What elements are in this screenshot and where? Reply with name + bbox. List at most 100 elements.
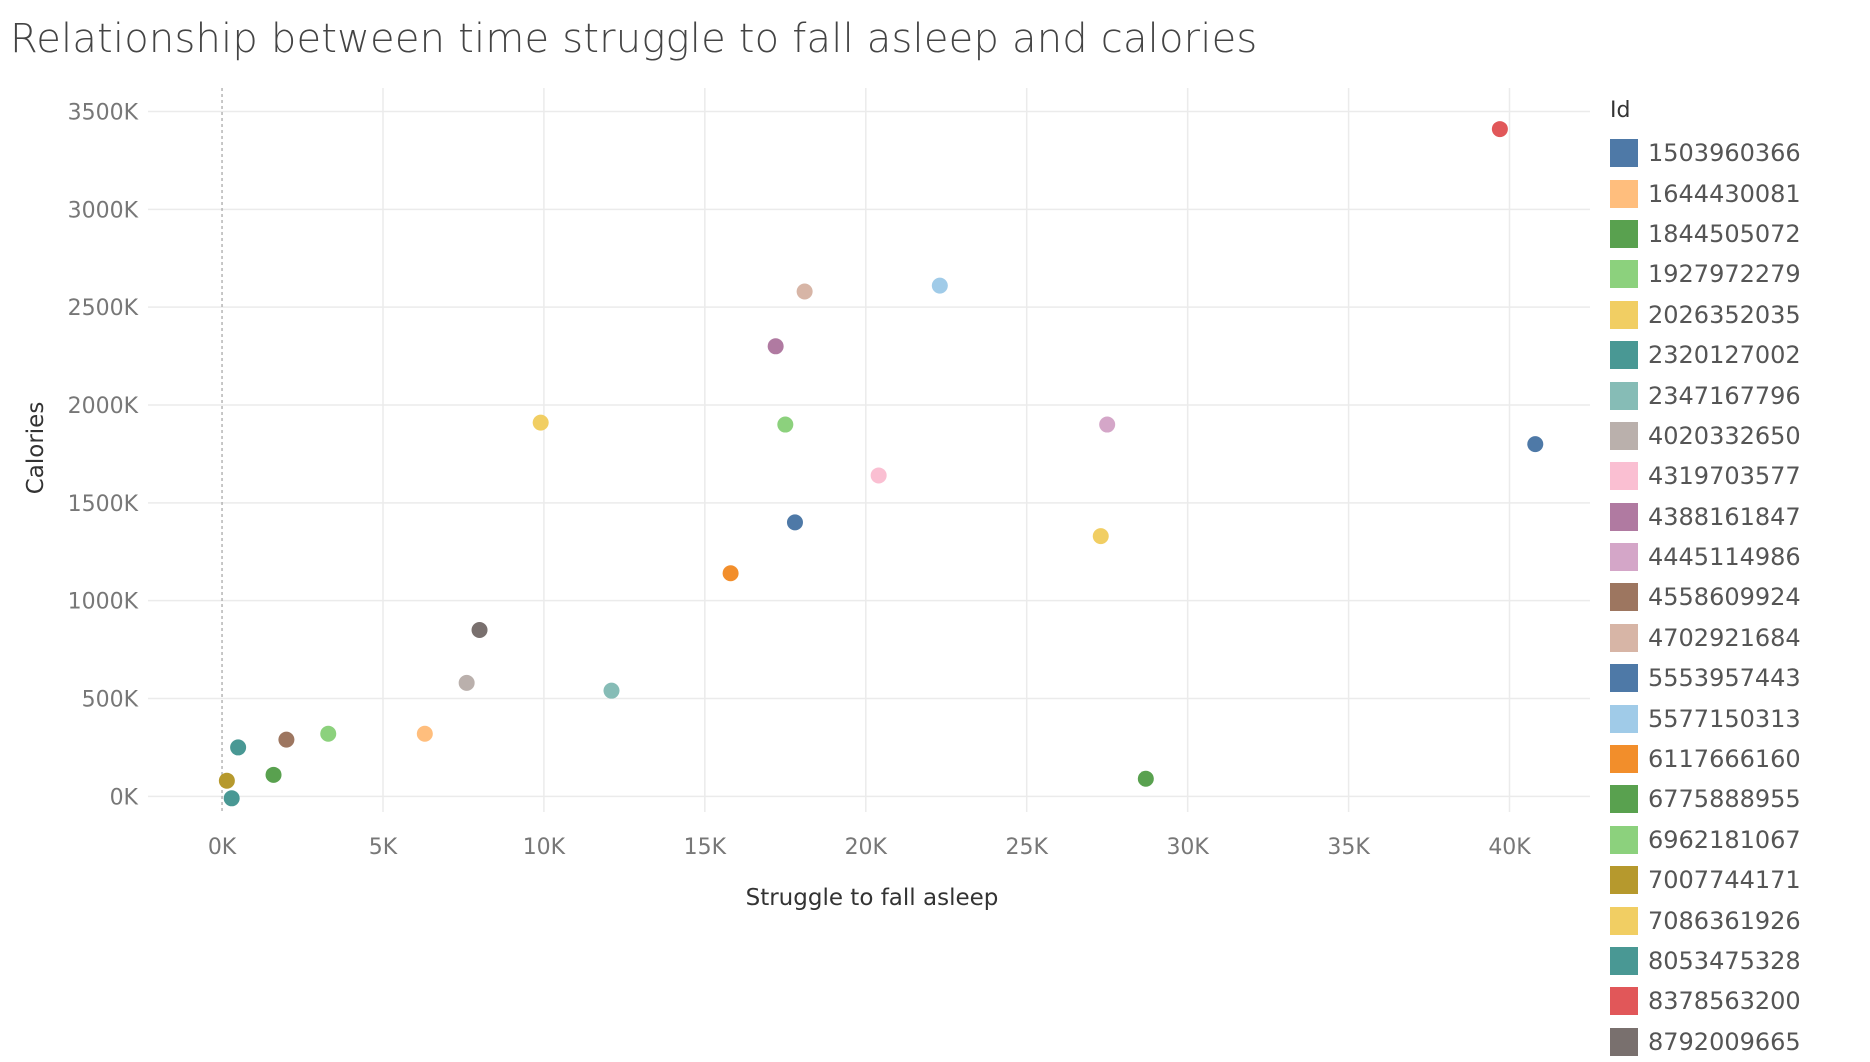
data-point-7086361926 bbox=[1092, 528, 1109, 545]
legend-swatch bbox=[1610, 664, 1638, 693]
legend-label: 1844505072 bbox=[1648, 219, 1801, 248]
x-tick-label: 30K bbox=[1166, 835, 1209, 860]
y-tick-label: 2500K bbox=[68, 296, 139, 321]
legend-item-6962181067: 6962181067 bbox=[1610, 820, 1860, 860]
legend-label: 1644430081 bbox=[1648, 179, 1801, 208]
data-point-1503960366 bbox=[786, 514, 803, 531]
x-tick-label: 0K bbox=[208, 835, 237, 860]
legend-swatch bbox=[1610, 825, 1638, 854]
legend-swatch bbox=[1610, 179, 1638, 208]
legend-item-4445114986: 4445114986 bbox=[1610, 537, 1860, 577]
grid-lines bbox=[148, 88, 1590, 812]
legend-item-7086361926: 7086361926 bbox=[1610, 900, 1860, 940]
legend-swatch bbox=[1610, 421, 1638, 450]
legend-item-5577150313: 5577150313 bbox=[1610, 698, 1860, 738]
legend-label: 4558609924 bbox=[1648, 583, 1801, 612]
legend-swatch bbox=[1610, 987, 1638, 1016]
data-point-8053475328 bbox=[223, 790, 240, 807]
y-tick-label: 500K bbox=[82, 688, 139, 713]
x-axis-label: Struggle to fall asleep bbox=[746, 885, 999, 911]
x-tick-label: 15K bbox=[684, 835, 727, 860]
legend-item-5553957443: 5553957443 bbox=[1610, 658, 1860, 698]
legend-label: 2320127002 bbox=[1648, 341, 1801, 370]
legend-label: 8792009665 bbox=[1648, 1027, 1801, 1056]
y-tick-label: 3500K bbox=[68, 100, 139, 125]
y-tick-label: 1000K bbox=[68, 590, 139, 615]
legend-label: 5553957443 bbox=[1648, 664, 1801, 693]
legend-swatch bbox=[1610, 300, 1638, 329]
legend-item-7007744171: 7007744171 bbox=[1610, 860, 1860, 900]
legend-label: 7007744171 bbox=[1648, 866, 1801, 895]
legend-label: 6775888955 bbox=[1648, 785, 1801, 814]
legend-label: 5577150313 bbox=[1648, 704, 1801, 733]
data-point-4558609924 bbox=[278, 731, 295, 748]
data-point-4702921684 bbox=[796, 283, 813, 300]
data-point-8792009665 bbox=[471, 622, 488, 639]
data-point-5553957443 bbox=[1527, 436, 1544, 453]
y-tick-label: 0K bbox=[110, 785, 139, 810]
legend-label: 8378563200 bbox=[1648, 987, 1801, 1016]
legend-label: 7086361926 bbox=[1648, 906, 1801, 935]
legend-swatch bbox=[1610, 745, 1638, 774]
legend-label: 4319703577 bbox=[1648, 462, 1801, 491]
data-point-4319703577 bbox=[870, 467, 887, 484]
legend-swatch bbox=[1610, 704, 1638, 733]
legend-swatch bbox=[1610, 462, 1638, 491]
legend-item-4319703577: 4319703577 bbox=[1610, 456, 1860, 496]
legend-item-1644430081: 1644430081 bbox=[1610, 173, 1860, 213]
data-point-2347167796 bbox=[603, 682, 620, 699]
legend-swatch bbox=[1610, 139, 1638, 168]
y-tick-label: 3000K bbox=[68, 198, 139, 223]
y-tick-label: 1500K bbox=[68, 492, 139, 517]
data-points bbox=[218, 121, 1544, 807]
legend-label: 1927972279 bbox=[1648, 260, 1801, 289]
data-point-7007744171 bbox=[218, 772, 235, 789]
data-point-5577150313 bbox=[931, 277, 948, 294]
legend-swatch bbox=[1610, 502, 1638, 531]
y-axis-label: Calories bbox=[23, 402, 49, 495]
legend-label: 6117666160 bbox=[1648, 745, 1801, 774]
chart-title: Relationship between time struggle to fa… bbox=[10, 16, 1258, 62]
legend-label: 1503960366 bbox=[1648, 139, 1801, 168]
legend-item-4388161847: 4388161847 bbox=[1610, 497, 1860, 537]
legend-label: 8053475328 bbox=[1648, 947, 1801, 975]
legend-label: 4020332650 bbox=[1648, 421, 1801, 450]
data-point-1844505072 bbox=[265, 766, 282, 783]
legend: Id 1503960366 1644430081 1844505072 1927972… bbox=[1610, 98, 1860, 1062]
y-tick-label: 2000K bbox=[68, 394, 139, 419]
data-point-2320127002 bbox=[230, 739, 247, 756]
x-axis-ticks: 0K 5K 10K 15K 20K 25K 30K 35K 40K bbox=[208, 835, 1532, 860]
legend-item-1503960366: 1503960366 bbox=[1610, 133, 1860, 173]
legend-item-4702921684: 4702921684 bbox=[1610, 618, 1860, 658]
data-point-2026352035 bbox=[532, 414, 549, 431]
legend-swatch bbox=[1610, 947, 1638, 975]
legend-item-6117666160: 6117666160 bbox=[1610, 739, 1860, 779]
x-tick-label: 25K bbox=[1006, 835, 1049, 860]
x-tick-label: 20K bbox=[845, 835, 888, 860]
legend-item-2320127002: 2320127002 bbox=[1610, 335, 1860, 375]
legend-swatch bbox=[1610, 906, 1638, 935]
legend-swatch bbox=[1610, 381, 1638, 410]
legend-item-6775888955: 6775888955 bbox=[1610, 779, 1860, 819]
legend-swatch bbox=[1610, 785, 1638, 814]
data-point-8378563200 bbox=[1491, 121, 1508, 138]
legend-swatch bbox=[1610, 543, 1638, 572]
legend-item-2026352035: 2026352035 bbox=[1610, 295, 1860, 335]
data-point-1644430081 bbox=[416, 725, 433, 742]
legend-label: 2347167796 bbox=[1648, 381, 1801, 410]
legend-label: 6962181067 bbox=[1648, 825, 1801, 854]
scatter-chart: 0K 5K 10K 15K 20K 25K 30K 35K 40K 0K 500K 1000K 150… bbox=[23, 88, 1590, 911]
x-tick-label: 35K bbox=[1327, 835, 1370, 860]
legend-swatch bbox=[1610, 623, 1638, 652]
legend-label: 4702921684 bbox=[1648, 623, 1801, 652]
data-point-1927972279 bbox=[320, 725, 337, 742]
legend-item-2347167796: 2347167796 bbox=[1610, 375, 1860, 415]
legend-items: 1503960366 1644430081 1844505072 1927972279… bbox=[1610, 133, 1860, 1062]
legend-swatch bbox=[1610, 583, 1638, 612]
legend-item-1927972279: 1927972279 bbox=[1610, 254, 1860, 294]
legend-swatch bbox=[1610, 341, 1638, 370]
legend-item-8792009665: 8792009665 bbox=[1610, 1022, 1860, 1062]
legend-item-1844505072: 1844505072 bbox=[1610, 214, 1860, 254]
legend-swatch bbox=[1610, 1027, 1638, 1056]
y-axis-ticks: 0K 500K 1000K 1500K 2000K 2500K 3000K 3500K bbox=[68, 100, 139, 810]
